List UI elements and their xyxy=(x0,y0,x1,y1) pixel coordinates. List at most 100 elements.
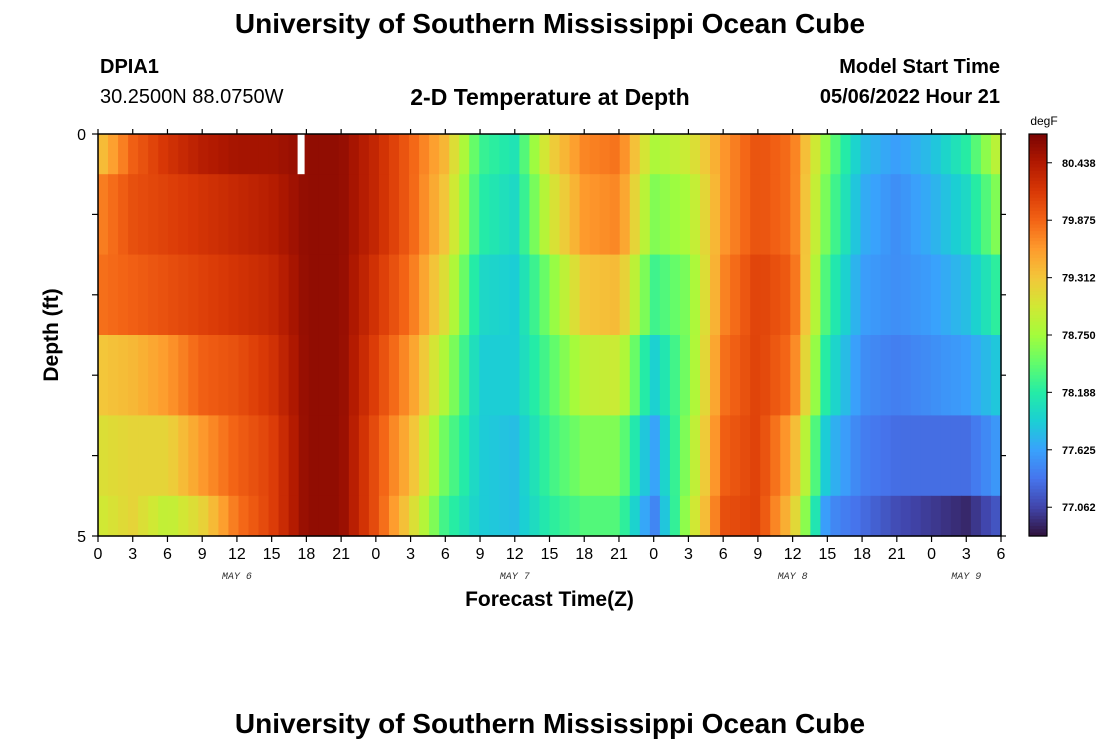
heatmap-cell xyxy=(880,335,892,416)
heatmap-cell xyxy=(990,254,1002,336)
heatmap-cell xyxy=(960,495,972,537)
heatmap-cell xyxy=(128,495,139,537)
colorbar-segment xyxy=(1029,167,1047,172)
colorbar-segment xyxy=(1029,428,1047,433)
heatmap-cell xyxy=(880,134,892,175)
heatmap-cell xyxy=(870,495,882,537)
heatmap-cell xyxy=(990,134,1002,175)
heatmap-cell xyxy=(348,134,360,175)
colorbar-segment xyxy=(1029,391,1047,396)
colorbar-segment xyxy=(1029,274,1047,279)
heatmap-cell xyxy=(770,134,781,175)
heatmap-cell xyxy=(519,134,531,175)
heatmap-cell xyxy=(368,415,380,497)
heatmap-cell xyxy=(860,415,872,497)
heatmap-cell xyxy=(388,134,400,175)
colorbar-segment xyxy=(1029,164,1047,169)
heatmap-cell xyxy=(258,134,270,175)
heatmap-cell xyxy=(780,415,791,497)
heatmap-cell xyxy=(469,415,480,497)
heatmap-cell xyxy=(278,495,290,537)
colorbar-segment xyxy=(1029,405,1047,410)
heatmap-cell xyxy=(770,495,781,537)
heatmap-cell xyxy=(118,134,129,175)
colorbar-segment xyxy=(1029,499,1047,504)
heatmap-cell xyxy=(288,495,300,537)
heatmap-cell xyxy=(509,134,520,175)
colorbar-segment xyxy=(1029,180,1047,185)
day-labels: MAY 6 MAY 7 MAY 8 MAY 9 xyxy=(222,572,981,583)
heatmap-cell xyxy=(298,495,310,537)
heatmap-cell xyxy=(840,495,852,537)
heatmap-cell xyxy=(328,254,340,336)
model-start-value: 05/06/2022 Hour 21 xyxy=(819,86,1000,108)
heatmap-cell xyxy=(990,495,1002,537)
heatmap-cell xyxy=(178,415,189,497)
heatmap-cell xyxy=(810,415,821,497)
heatmap-cell xyxy=(399,254,410,336)
heatmap-cell xyxy=(489,134,500,175)
heatmap-cell xyxy=(720,335,731,416)
heatmap-cell xyxy=(188,254,199,336)
heatmap-cell xyxy=(378,254,390,336)
heatmap-cell xyxy=(710,254,721,336)
colorbar-segment xyxy=(1029,358,1047,363)
heatmap-cell xyxy=(258,254,270,336)
heatmap-cell xyxy=(970,174,982,256)
colorbar: 80.438 79.875 79.312 78.750 78.188 77.625 77.0… xyxy=(1028,133,1096,537)
heatmap-cell xyxy=(439,495,450,537)
heatmap-cell xyxy=(750,134,761,175)
heatmap-cell xyxy=(328,495,340,537)
heatmap-cell xyxy=(760,415,771,497)
heatmap-cell xyxy=(619,254,631,336)
heatmap-cell xyxy=(589,495,601,537)
heatmap-cell xyxy=(168,134,179,175)
heatmap-cell xyxy=(529,495,541,537)
colorbar-segment xyxy=(1029,298,1047,303)
heatmap-cell xyxy=(188,134,199,175)
heatmap-cell xyxy=(669,335,681,416)
heatmap-cell xyxy=(559,134,571,175)
heatmap-cell xyxy=(118,254,129,336)
heatmap-cell xyxy=(980,134,992,175)
heatmap-cell xyxy=(940,495,952,537)
heatmap-cell xyxy=(740,134,751,175)
heatmap-cell xyxy=(409,254,420,336)
heatmap-cell xyxy=(218,174,230,256)
heatmap-cell xyxy=(509,254,520,336)
heatmap-cell xyxy=(489,254,500,336)
heatmap-cell xyxy=(950,415,962,497)
heatmap-cell xyxy=(639,134,651,175)
heatmap-cell xyxy=(158,174,169,256)
heatmap-cell xyxy=(358,415,370,497)
heatmap-cell xyxy=(780,495,791,537)
heatmap-cell xyxy=(348,495,360,537)
colorbar-segment xyxy=(1029,378,1047,383)
heatmap-cell xyxy=(599,134,611,175)
heatmap-cell xyxy=(118,415,129,497)
heatmap-cell xyxy=(158,415,169,497)
heatmap-cell xyxy=(569,134,581,175)
heatmap-cell xyxy=(288,254,300,336)
heatmap-cell xyxy=(409,335,420,416)
heatmap-cell xyxy=(900,174,912,256)
colorbar-segment xyxy=(1029,365,1047,370)
colorbar-segment xyxy=(1029,261,1047,266)
heatmap-cell xyxy=(499,254,510,336)
heatmap-cell xyxy=(559,495,571,537)
x-tick-label: 6 xyxy=(163,546,172,563)
heatmap-cell xyxy=(800,134,811,175)
colorbar-segment xyxy=(1029,402,1047,406)
heatmap-cell xyxy=(439,335,450,416)
heatmap-cell xyxy=(318,174,330,256)
heatmap-cell xyxy=(579,415,591,497)
heatmap-cell xyxy=(248,254,260,336)
plot-title: 2-D Temperature at Depth xyxy=(410,84,690,110)
colorbar-segment xyxy=(1029,137,1047,142)
colorbar-segment xyxy=(1029,509,1047,514)
heatmap-cell xyxy=(509,495,520,537)
heatmap-cell xyxy=(880,174,892,256)
colorbar-segment xyxy=(1029,331,1047,336)
colorbar-segment xyxy=(1029,489,1047,494)
heatmap-cell xyxy=(509,415,520,497)
